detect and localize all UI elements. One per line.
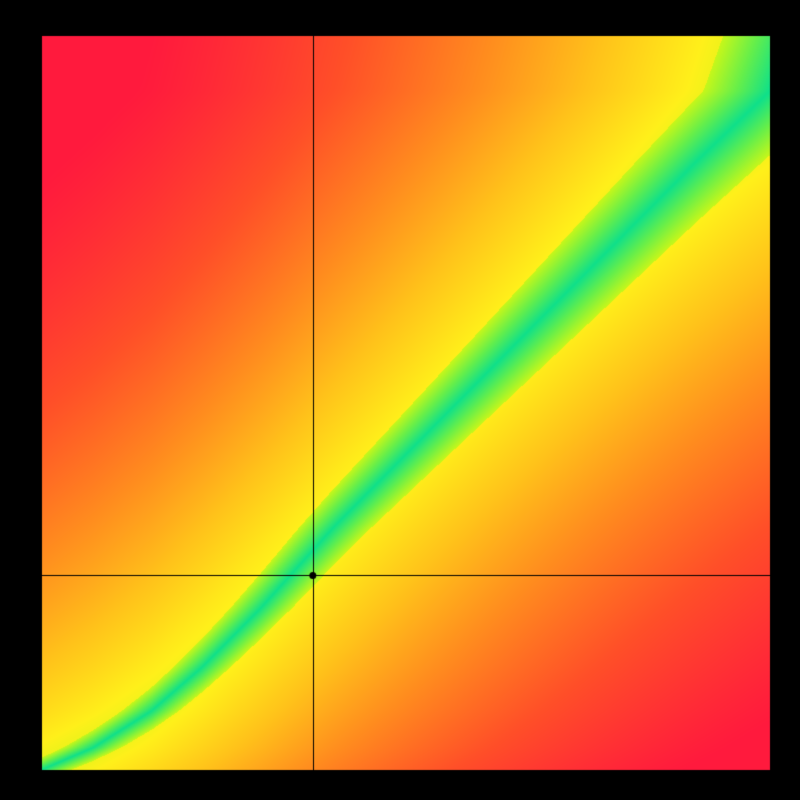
bottleneck-heatmap bbox=[0, 0, 800, 800]
